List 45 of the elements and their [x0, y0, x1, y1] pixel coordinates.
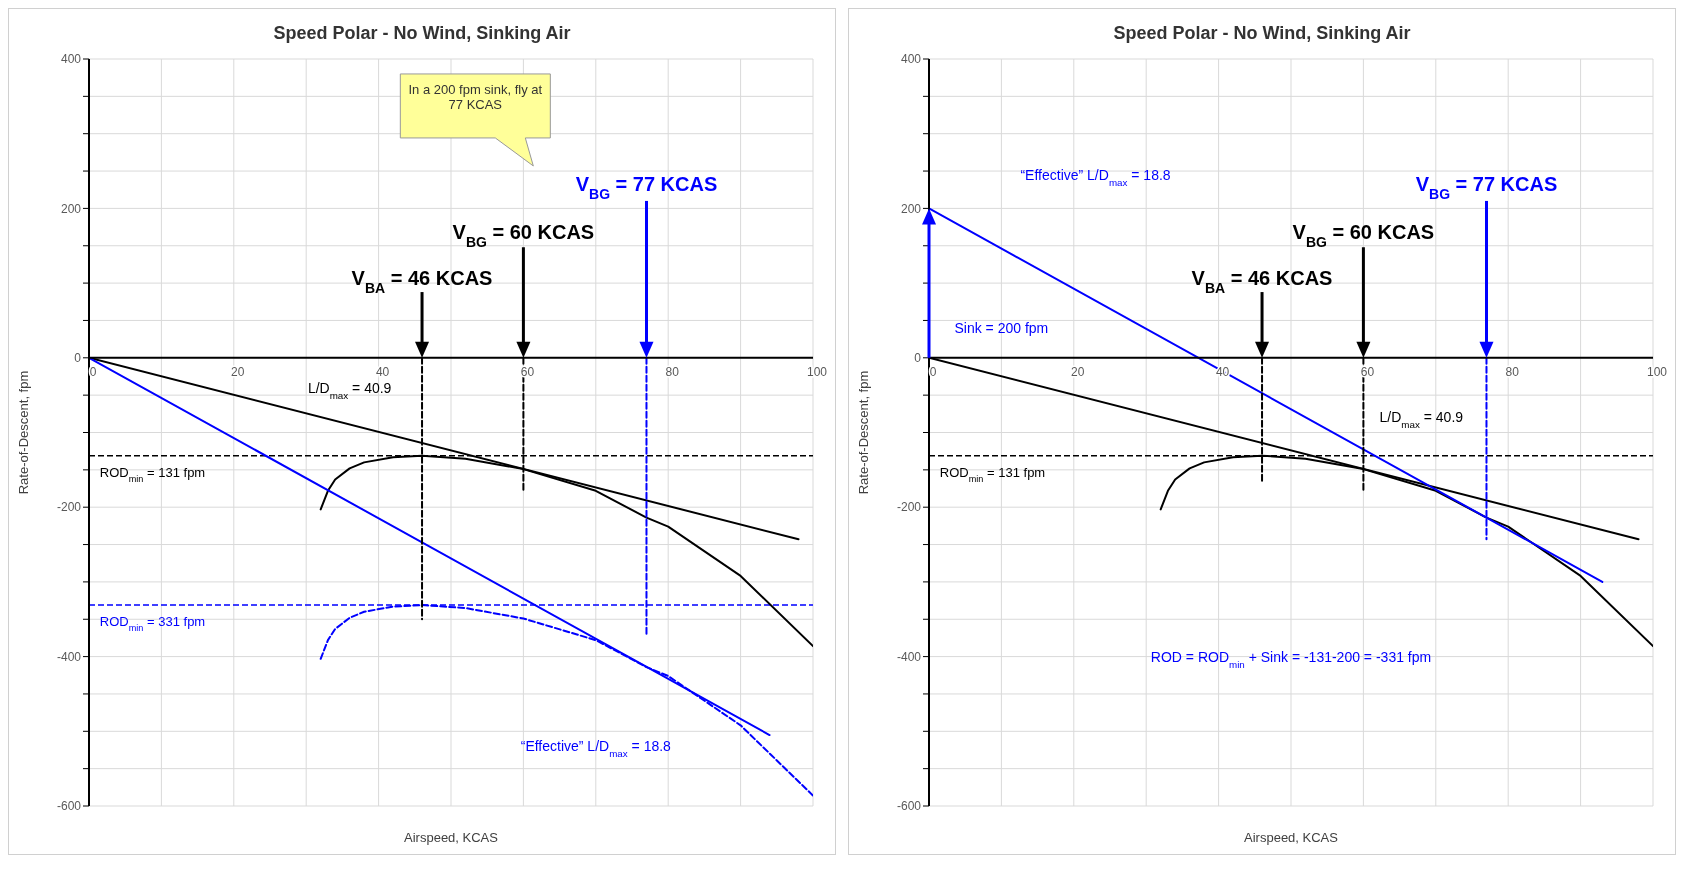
annotation: ROD$_{min}$ = 331 fpm	[99, 614, 206, 634]
y-tick-label: -400	[896, 649, 922, 664]
annotation: V$_{BG}$ = 77 KCAS	[1415, 172, 1558, 202]
annotation: ROD$_{min}$ = 131 fpm	[99, 464, 206, 484]
x-tick-label: 0	[89, 364, 97, 379]
annotation: ROD = ROD$_{min}$ + Sink = -131-200 = -331 fpm	[1150, 648, 1432, 669]
y-axis-title: Rate-of-Descent, fpm	[15, 370, 31, 495]
chart-title: Speed Polar - No Wind, Sinking Air	[273, 23, 571, 43]
y-tick-label: -200	[56, 500, 82, 515]
x-tick-label: 100	[1646, 364, 1668, 379]
annotation: L/D$_{max}$ = 40.9	[307, 379, 392, 401]
annotation: Sink = 200 fpm	[954, 319, 1049, 336]
y-tick-label: 400	[900, 52, 922, 67]
x-axis-title: Airspeed, KCAS	[404, 830, 499, 845]
x-tick-label: 80	[665, 364, 680, 379]
x-tick-label: 20	[1071, 364, 1085, 379]
annotation: L/D$_{max}$ = 40.9	[1379, 409, 1464, 430]
chart-title: Speed Polar - No Wind, Sinking Air	[1113, 23, 1411, 43]
x-tick-label: 0	[929, 364, 937, 379]
annotation: V$_{BA}$ = 46 KCAS	[351, 266, 493, 296]
y-axis-title: Rate-of-Descent, fpm	[855, 370, 871, 495]
y-tick-label: 0	[914, 351, 922, 366]
annotation: V$_{BG}$ = 77 KCAS	[575, 172, 718, 202]
x-axis-title: Airspeed, KCAS	[1244, 830, 1339, 845]
y-tick-label: -600	[56, 799, 82, 814]
x-tick-label: 20	[231, 364, 245, 379]
y-tick-label: -600	[896, 799, 922, 814]
x-tick-label: 60	[520, 364, 535, 379]
x-tick-label: 80	[1505, 364, 1520, 379]
annotation: V$_{BA}$ = 46 KCAS	[1191, 266, 1333, 296]
annotation: V$_{BG}$ = 60 KCAS	[1292, 221, 1435, 251]
x-tick-label: 100	[806, 364, 828, 379]
annotation: ROD$_{min}$ = 131 fpm	[939, 464, 1046, 484]
y-tick-label: 0	[74, 351, 82, 366]
annotation: V$_{BG}$ = 60 KCAS	[452, 221, 595, 251]
y-tick-label: 200	[60, 201, 82, 216]
y-tick-label: -200	[896, 500, 922, 515]
x-tick-label: 60	[1360, 364, 1375, 379]
y-tick-label: -400	[56, 649, 82, 664]
annotation: “Effective” L/D$_{max}$ = 18.8	[520, 738, 672, 759]
y-tick-label: 400	[60, 52, 82, 67]
annotation: In a 200 fpm sink, fly at 77 KCAS	[407, 81, 544, 112]
y-tick-label: 200	[900, 201, 922, 216]
annotation: “Effective” L/D$_{max}$ = 18.8	[1020, 166, 1171, 188]
x-tick-label: 40	[375, 364, 390, 379]
